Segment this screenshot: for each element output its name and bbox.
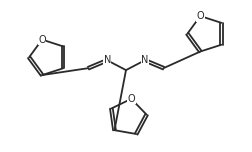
Text: N: N (141, 55, 148, 65)
Text: N: N (103, 55, 110, 65)
Text: O: O (127, 94, 135, 104)
Text: O: O (38, 35, 46, 45)
Text: O: O (196, 11, 203, 21)
